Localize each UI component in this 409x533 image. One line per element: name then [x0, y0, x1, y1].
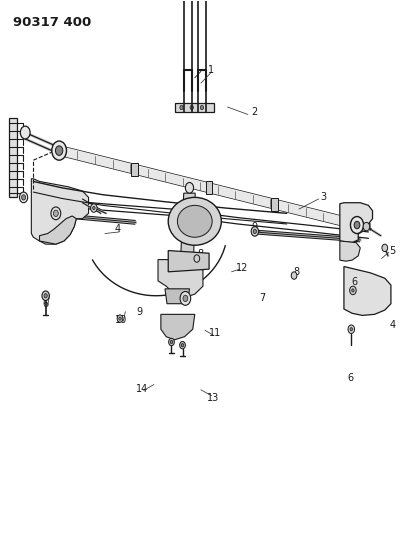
Polygon shape: [60, 146, 357, 230]
Text: 11: 11: [209, 328, 221, 338]
Circle shape: [44, 294, 47, 298]
Circle shape: [253, 229, 256, 233]
Circle shape: [42, 291, 49, 301]
Text: 6: 6: [43, 298, 49, 309]
Circle shape: [182, 295, 187, 302]
Polygon shape: [180, 193, 195, 261]
Text: 7: 7: [258, 293, 265, 303]
Bar: [205, 181, 212, 194]
Text: 90317 400: 90317 400: [13, 15, 91, 29]
Polygon shape: [39, 216, 76, 244]
Circle shape: [20, 192, 27, 203]
Polygon shape: [164, 289, 189, 304]
Text: 4: 4: [114, 224, 120, 235]
Circle shape: [170, 341, 172, 344]
Circle shape: [347, 325, 354, 334]
Circle shape: [190, 106, 193, 110]
Text: 10: 10: [115, 314, 127, 325]
Circle shape: [52, 141, 66, 160]
Circle shape: [168, 338, 174, 346]
Text: 12: 12: [235, 263, 247, 272]
Polygon shape: [9, 118, 17, 197]
Circle shape: [180, 292, 190, 305]
Circle shape: [251, 227, 258, 236]
Text: 13: 13: [207, 393, 219, 403]
Circle shape: [185, 182, 193, 193]
Circle shape: [22, 195, 25, 200]
Circle shape: [290, 272, 296, 279]
Text: 3: 3: [320, 192, 326, 203]
Text: 6: 6: [346, 373, 352, 383]
Bar: [131, 163, 137, 175]
Circle shape: [351, 289, 353, 292]
Polygon shape: [157, 260, 202, 297]
Ellipse shape: [168, 197, 221, 245]
Text: 9: 9: [136, 306, 142, 317]
Circle shape: [90, 204, 97, 212]
Circle shape: [51, 207, 61, 220]
Circle shape: [119, 317, 121, 320]
Text: 1: 1: [207, 65, 213, 75]
Text: 9: 9: [250, 222, 256, 232]
Circle shape: [53, 210, 58, 216]
Circle shape: [350, 216, 363, 233]
Bar: [271, 198, 277, 211]
Circle shape: [179, 342, 185, 349]
Circle shape: [193, 255, 199, 262]
Text: 8: 8: [198, 249, 204, 259]
Text: 6: 6: [350, 278, 356, 287]
Circle shape: [200, 106, 203, 110]
Circle shape: [180, 106, 183, 110]
Circle shape: [117, 315, 123, 322]
Circle shape: [92, 206, 95, 209]
Text: 4: 4: [388, 320, 394, 330]
Polygon shape: [339, 203, 372, 243]
Circle shape: [20, 126, 30, 139]
Text: 4: 4: [364, 223, 371, 233]
Polygon shape: [182, 260, 188, 298]
Polygon shape: [160, 314, 194, 340]
Circle shape: [362, 222, 369, 231]
Circle shape: [381, 244, 387, 252]
Text: 5: 5: [388, 246, 394, 255]
Text: 14: 14: [135, 384, 147, 394]
Polygon shape: [339, 241, 360, 261]
Polygon shape: [31, 179, 88, 244]
Circle shape: [353, 221, 359, 229]
Circle shape: [349, 286, 355, 295]
Text: 8: 8: [293, 267, 299, 277]
Circle shape: [349, 328, 352, 331]
Ellipse shape: [177, 205, 211, 237]
Polygon shape: [343, 266, 390, 316]
Text: 2: 2: [250, 107, 256, 117]
Circle shape: [55, 146, 63, 156]
Polygon shape: [168, 251, 209, 272]
Circle shape: [181, 344, 183, 347]
Bar: [175, 103, 213, 112]
